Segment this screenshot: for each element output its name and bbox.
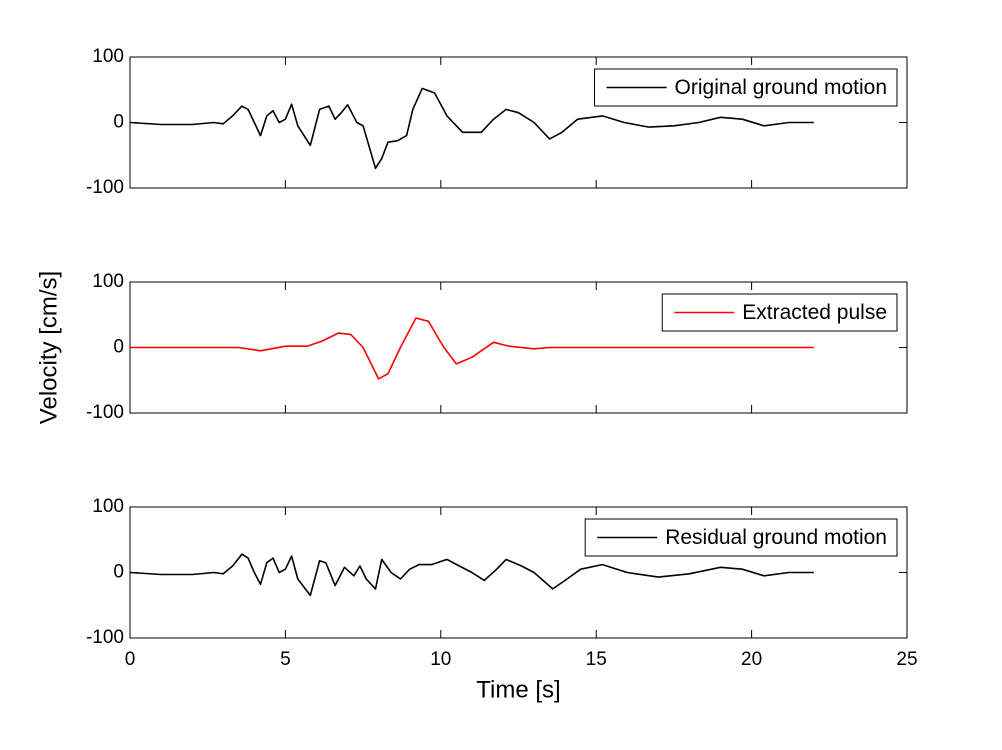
line <box>129 553 814 597</box>
x-tick-label: 15 <box>586 649 607 670</box>
legend-label: Original ground motion <box>675 76 887 99</box>
y-axis-label: Velocity [cm/s] <box>35 271 62 424</box>
y-tick-label: 0 <box>113 562 124 583</box>
y-tick-label: 100 <box>92 46 124 67</box>
y-tick-label: 0 <box>113 112 124 133</box>
y-tick-label: 0 <box>113 337 124 358</box>
y-tick-label: 100 <box>92 271 124 292</box>
y-tick-label: -100 <box>86 402 124 423</box>
y-tick-label: 100 <box>92 496 124 517</box>
y-tick-label: -100 <box>86 177 124 198</box>
x-tick-label: 0 <box>125 649 136 670</box>
line <box>130 317 814 380</box>
x-tick-label: 10 <box>430 649 451 670</box>
x-tick-label: 20 <box>741 649 762 670</box>
line <box>129 87 814 170</box>
legend-label: Extracted pulse <box>742 301 887 324</box>
y-tick-label: -100 <box>86 627 124 648</box>
x-tick-label: 25 <box>896 649 917 670</box>
x-tick-label: 5 <box>280 649 291 670</box>
legend-label: Residual ground motion <box>665 526 887 549</box>
x-axis-label: Time [s] <box>476 676 560 703</box>
